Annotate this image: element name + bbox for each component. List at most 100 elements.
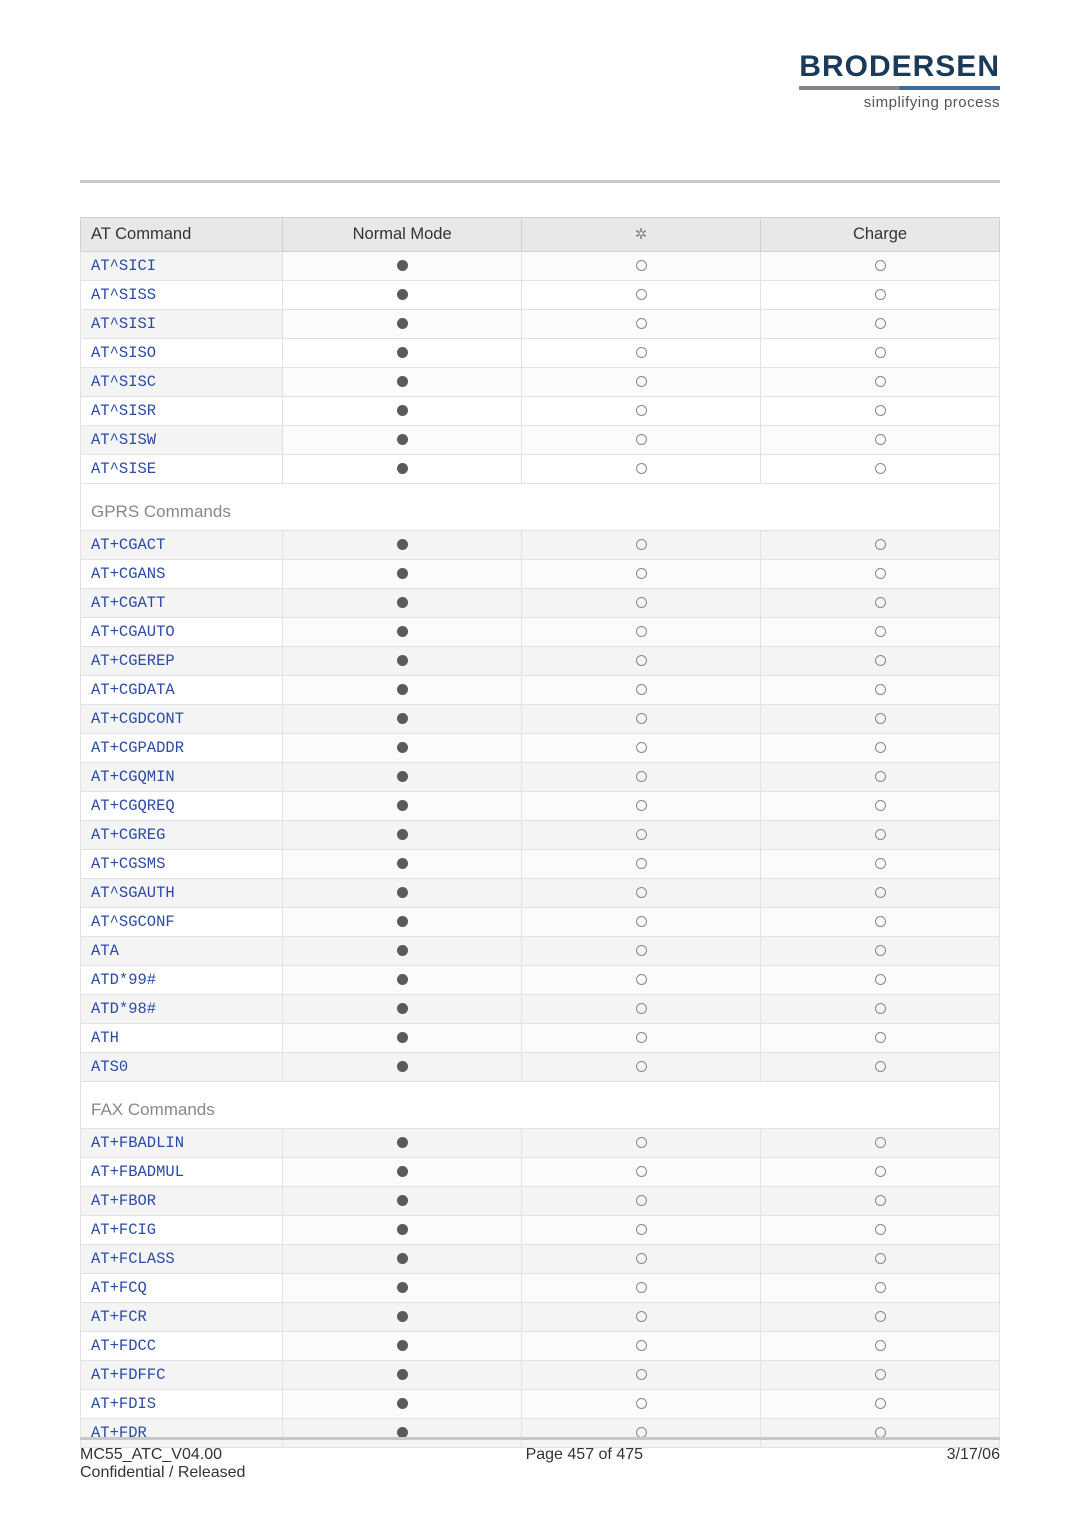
col-charge: Charge	[761, 218, 1000, 252]
table-row: AT^SISR	[81, 397, 1000, 426]
supported-icon	[397, 1166, 408, 1177]
charge-cell	[761, 426, 1000, 455]
airplane-mode-cell	[522, 618, 761, 647]
supported-icon	[397, 1282, 408, 1293]
not-supported-icon	[875, 1340, 886, 1351]
table-row: AT^SISO	[81, 339, 1000, 368]
not-supported-icon	[875, 434, 886, 445]
airplane-mode-cell	[522, 426, 761, 455]
normal-mode-cell	[283, 531, 522, 560]
not-supported-icon	[636, 1003, 647, 1014]
at-command-cell: AT+FDFFC	[81, 1361, 283, 1390]
not-supported-icon	[875, 1003, 886, 1014]
not-supported-icon	[636, 347, 647, 358]
at-command-cell: AT^SISR	[81, 397, 283, 426]
table-row: AT+CGDATA	[81, 676, 1000, 705]
airplane-mode-cell	[522, 937, 761, 966]
normal-mode-cell	[283, 1390, 522, 1419]
table-row: AT+FCIG	[81, 1216, 1000, 1245]
not-supported-icon	[636, 974, 647, 985]
normal-mode-cell	[283, 850, 522, 879]
not-supported-icon	[636, 1224, 647, 1235]
at-command-cell: AT+CGPADDR	[81, 734, 283, 763]
footer-rule	[80, 1437, 1000, 1440]
charge-cell	[761, 1129, 1000, 1158]
charge-cell	[761, 531, 1000, 560]
charge-cell	[761, 705, 1000, 734]
charge-cell	[761, 1053, 1000, 1082]
normal-mode-cell	[283, 339, 522, 368]
at-command-cell: AT^SISO	[81, 339, 283, 368]
normal-mode-cell	[283, 1274, 522, 1303]
at-command-cell: AT+FCQ	[81, 1274, 283, 1303]
supported-icon	[397, 376, 408, 387]
airplane-mode-icon: ✲	[635, 226, 648, 243]
airplane-mode-cell	[522, 995, 761, 1024]
at-command-cell: AT^SISC	[81, 368, 283, 397]
charge-cell	[761, 397, 1000, 426]
not-supported-icon	[636, 539, 647, 550]
charge-cell	[761, 589, 1000, 618]
table-row: AT^SISW	[81, 426, 1000, 455]
normal-mode-cell	[283, 821, 522, 850]
airplane-mode-cell	[522, 310, 761, 339]
charge-cell	[761, 995, 1000, 1024]
table-row: AT^SISS	[81, 281, 1000, 310]
not-supported-icon	[636, 1032, 647, 1043]
not-supported-icon	[875, 568, 886, 579]
table-row: AT+CGREG	[81, 821, 1000, 850]
not-supported-icon	[636, 318, 647, 329]
table-row: AT+CGPADDR	[81, 734, 1000, 763]
charge-cell	[761, 1361, 1000, 1390]
footer-confidential: Confidential / Released	[80, 1464, 1000, 1482]
charge-cell	[761, 1024, 1000, 1053]
charge-cell	[761, 734, 1000, 763]
section-header-cell: FAX Commands	[81, 1082, 1000, 1129]
not-supported-icon	[875, 405, 886, 416]
at-command-cell: AT+CGQMIN	[81, 763, 283, 792]
not-supported-icon	[875, 684, 886, 695]
not-supported-icon	[875, 713, 886, 724]
normal-mode-cell	[283, 455, 522, 484]
not-supported-icon	[636, 405, 647, 416]
supported-icon	[397, 916, 408, 927]
logo-text: BRODERSEN	[799, 50, 1000, 84]
not-supported-icon	[875, 1137, 886, 1148]
airplane-mode-cell	[522, 1274, 761, 1303]
table-row: AT+CGANS	[81, 560, 1000, 589]
charge-cell	[761, 676, 1000, 705]
normal-mode-cell	[283, 1332, 522, 1361]
supported-icon	[397, 684, 408, 695]
airplane-mode-cell	[522, 1187, 761, 1216]
table-row: AT^SGAUTH	[81, 879, 1000, 908]
table-row: AT+CGDCONT	[81, 705, 1000, 734]
table-row: ATD*98#	[81, 995, 1000, 1024]
not-supported-icon	[875, 1369, 886, 1380]
not-supported-icon	[875, 376, 886, 387]
at-command-cell: ATH	[81, 1024, 283, 1053]
airplane-mode-cell	[522, 339, 761, 368]
normal-mode-cell	[283, 908, 522, 937]
normal-mode-cell	[283, 676, 522, 705]
not-supported-icon	[636, 376, 647, 387]
logo-tagline: simplifying process	[799, 94, 1000, 111]
not-supported-icon	[875, 347, 886, 358]
at-command-cell: AT+FCIG	[81, 1216, 283, 1245]
normal-mode-cell	[283, 1361, 522, 1390]
table-row: AT+FCR	[81, 1303, 1000, 1332]
table-row: AT+CGACT	[81, 531, 1000, 560]
supported-icon	[397, 260, 408, 271]
at-command-cell: ATS0	[81, 1053, 283, 1082]
at-command-cell: AT+FBADMUL	[81, 1158, 283, 1187]
not-supported-icon	[636, 260, 647, 271]
not-supported-icon	[875, 945, 886, 956]
supported-icon	[397, 945, 408, 956]
supported-icon	[397, 1137, 408, 1148]
table-row: AT^SICI	[81, 252, 1000, 281]
normal-mode-cell	[283, 647, 522, 676]
table-row: ATS0	[81, 1053, 1000, 1082]
supported-icon	[397, 463, 408, 474]
at-command-cell: AT+CGDCONT	[81, 705, 283, 734]
not-supported-icon	[636, 1398, 647, 1409]
normal-mode-cell	[283, 310, 522, 339]
